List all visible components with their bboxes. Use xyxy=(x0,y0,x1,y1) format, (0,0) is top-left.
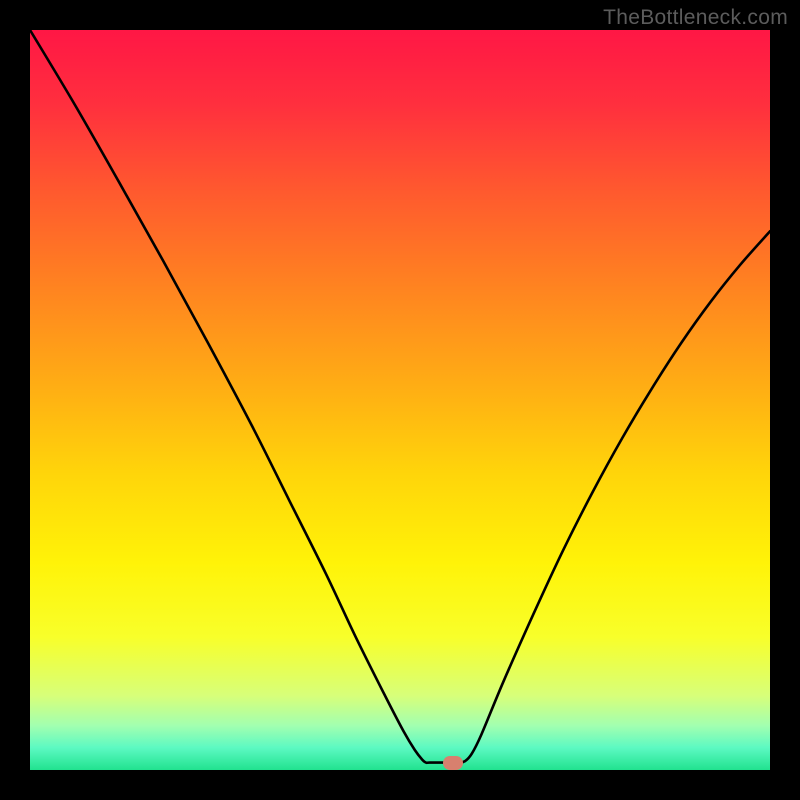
plot-area xyxy=(30,30,770,770)
watermark-text: TheBottleneck.com xyxy=(603,6,788,30)
gradient-background xyxy=(30,30,770,770)
chart-frame: TheBottleneck.com xyxy=(0,0,800,800)
optimum-marker xyxy=(443,756,463,770)
